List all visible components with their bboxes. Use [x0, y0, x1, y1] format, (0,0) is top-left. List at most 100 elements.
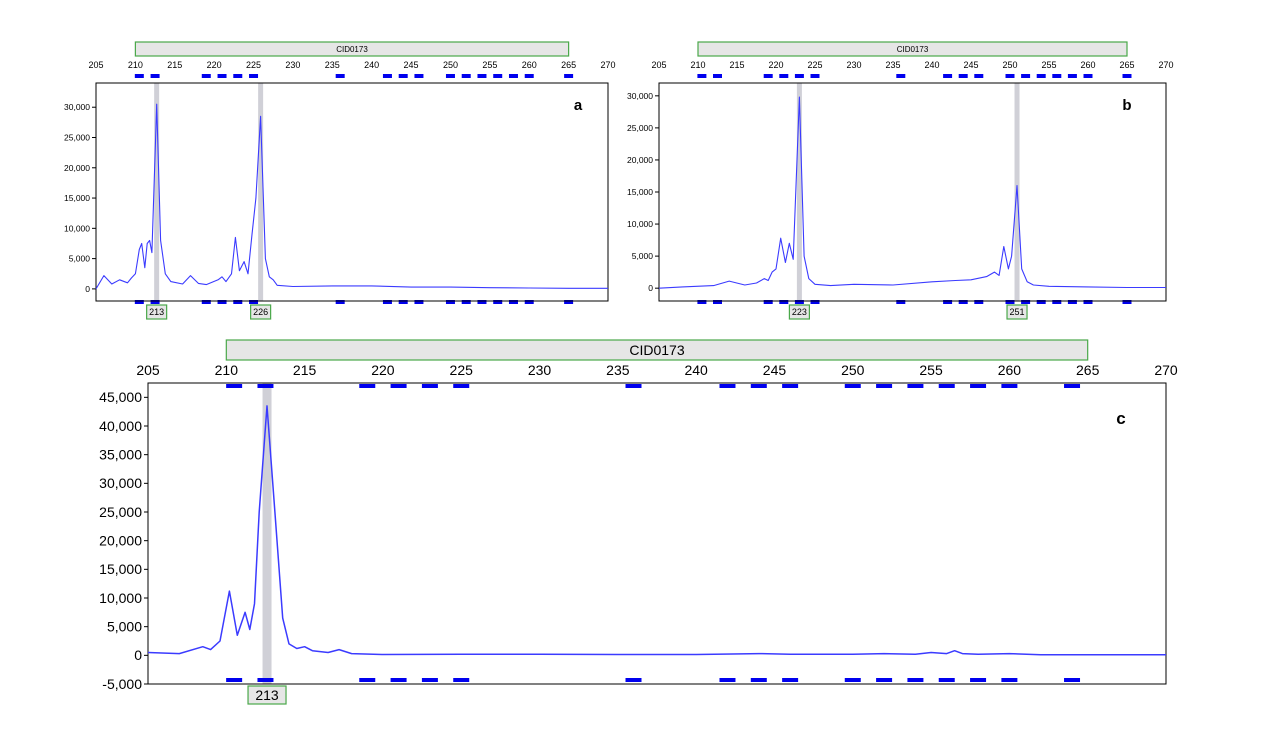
- x-tick-label: 215: [293, 362, 317, 378]
- bin-marker-top: [896, 74, 906, 78]
- bin-marker-bottom: [750, 678, 767, 682]
- bin-marker-bottom: [794, 300, 804, 304]
- bin-marker-bottom: [1021, 300, 1031, 304]
- x-tick-label: 245: [763, 362, 787, 378]
- panel-a: CID0173 205 210 215 220 225 230 235 240 245 250 255…: [64, 41, 616, 320]
- y-tick-label: 30,000: [627, 91, 653, 101]
- y-tick-label: 25,000: [627, 123, 653, 133]
- bin-marker-top: [335, 74, 345, 78]
- y-tick-label: 40,000: [99, 418, 142, 434]
- locus-bar: [134, 41, 570, 57]
- bin-marker-bottom: [493, 300, 503, 304]
- bin-marker-bottom: [713, 300, 722, 304]
- allele-call-label: 226: [253, 307, 268, 317]
- locus-name: CID0173: [897, 45, 929, 54]
- bin-marker-bottom: [907, 678, 924, 682]
- bin-marker-top: [1067, 74, 1077, 78]
- plot-frame: [658, 82, 1167, 302]
- y-tick-label: 25,000: [99, 504, 142, 520]
- y-tick-label: 10,000: [627, 219, 653, 229]
- bin-marker-bottom: [445, 300, 455, 304]
- bin-marker-top: [421, 384, 438, 388]
- x-tick-label: 270: [1158, 60, 1173, 70]
- x-tick-label: 205: [651, 60, 666, 70]
- x-tick-label: 255: [482, 60, 497, 70]
- bin-marker-top: [1005, 74, 1015, 78]
- bin-marker-bottom: [477, 300, 487, 304]
- bin-marker-bottom: [1005, 300, 1015, 304]
- bin-marker-bottom: [201, 300, 211, 304]
- plot-frame: [95, 82, 609, 302]
- x-tick-label: 230: [846, 60, 861, 70]
- panel-label: c: [1116, 409, 1125, 428]
- y-tick-label: 5,000: [632, 251, 654, 261]
- y-tick-label: 30,000: [99, 475, 142, 491]
- x-tick-label: 235: [606, 362, 630, 378]
- bin-marker-top: [907, 384, 924, 388]
- bin-marker-bottom: [974, 300, 984, 304]
- x-tick-label: 210: [215, 362, 239, 378]
- bin-marker-bottom: [1067, 300, 1077, 304]
- x-tick-label: 215: [167, 60, 182, 70]
- bin-marker-bottom: [719, 678, 736, 682]
- bin-marker-top: [719, 384, 736, 388]
- x-tick-label: 220: [207, 60, 222, 70]
- x-tick-label: 235: [325, 60, 340, 70]
- x-tick-label: 240: [684, 362, 708, 378]
- bin-marker-bottom: [508, 300, 518, 304]
- x-tick-label: 270: [600, 60, 615, 70]
- bin-marker-top: [398, 74, 408, 78]
- allele-highlight: [154, 83, 160, 301]
- bin-marker-top: [1021, 74, 1031, 78]
- trace-line: [147, 405, 1166, 656]
- bin-marker-top: [794, 74, 804, 78]
- bin-marker-top: [508, 74, 518, 78]
- bin-marker-bottom: [382, 300, 392, 304]
- bin-marker-bottom: [896, 300, 906, 304]
- y-tick-label: 0: [85, 284, 90, 294]
- bin-marker-top: [625, 384, 642, 388]
- x-tick-label: 220: [371, 362, 395, 378]
- bin-marker-top: [1083, 74, 1093, 78]
- bin-marker-bottom: [150, 300, 160, 304]
- bin-marker-bottom: [226, 678, 243, 682]
- y-tick-label: 0: [648, 283, 653, 293]
- bin-marker-bottom: [970, 678, 987, 682]
- bin-marker-bottom: [943, 300, 953, 304]
- bin-marker-bottom: [1122, 300, 1132, 304]
- x-tick-label: 210: [128, 60, 143, 70]
- bin-marker-top: [844, 384, 861, 388]
- bin-marker-top: [1064, 384, 1081, 388]
- bin-marker-bottom: [1083, 300, 1093, 304]
- x-tick-label: 205: [136, 362, 160, 378]
- bin-marker-bottom: [1036, 300, 1046, 304]
- bin-marker-top: [1052, 74, 1062, 78]
- bin-marker-bottom: [782, 678, 799, 682]
- x-tick-label: 240: [364, 60, 379, 70]
- y-tick-label: -5,000: [102, 676, 142, 692]
- y-tick-label: 5,000: [107, 619, 142, 635]
- bin-marker-bottom: [779, 300, 789, 304]
- y-tick-label: 20,000: [99, 533, 142, 549]
- y-tick-label: 15,000: [99, 561, 142, 577]
- bin-marker-bottom: [453, 678, 470, 682]
- bin-marker-bottom: [414, 300, 424, 304]
- bin-marker-top: [414, 74, 424, 78]
- panel-b: CID0173 205 210 215 220 225 230 235 240 245 250 255…: [627, 41, 1174, 320]
- bin-marker-top: [226, 384, 243, 388]
- x-tick-label: 250: [443, 60, 458, 70]
- bin-marker-top: [359, 384, 376, 388]
- x-tick-label: 230: [528, 362, 552, 378]
- trace-line: [658, 96, 1166, 289]
- allele-call-label: 251: [1010, 307, 1025, 317]
- x-tick-label: 215: [729, 60, 744, 70]
- bin-marker-bottom: [810, 300, 820, 304]
- x-tick-label: 220: [768, 60, 783, 70]
- allele-call-box: [1006, 304, 1028, 320]
- locus-bar: [225, 339, 1089, 361]
- x-tick-label: 260: [522, 60, 537, 70]
- x-tick-label: 225: [450, 362, 474, 378]
- bin-marker-bottom: [564, 300, 574, 304]
- bin-marker-bottom: [625, 678, 642, 682]
- x-tick-label: 245: [963, 60, 978, 70]
